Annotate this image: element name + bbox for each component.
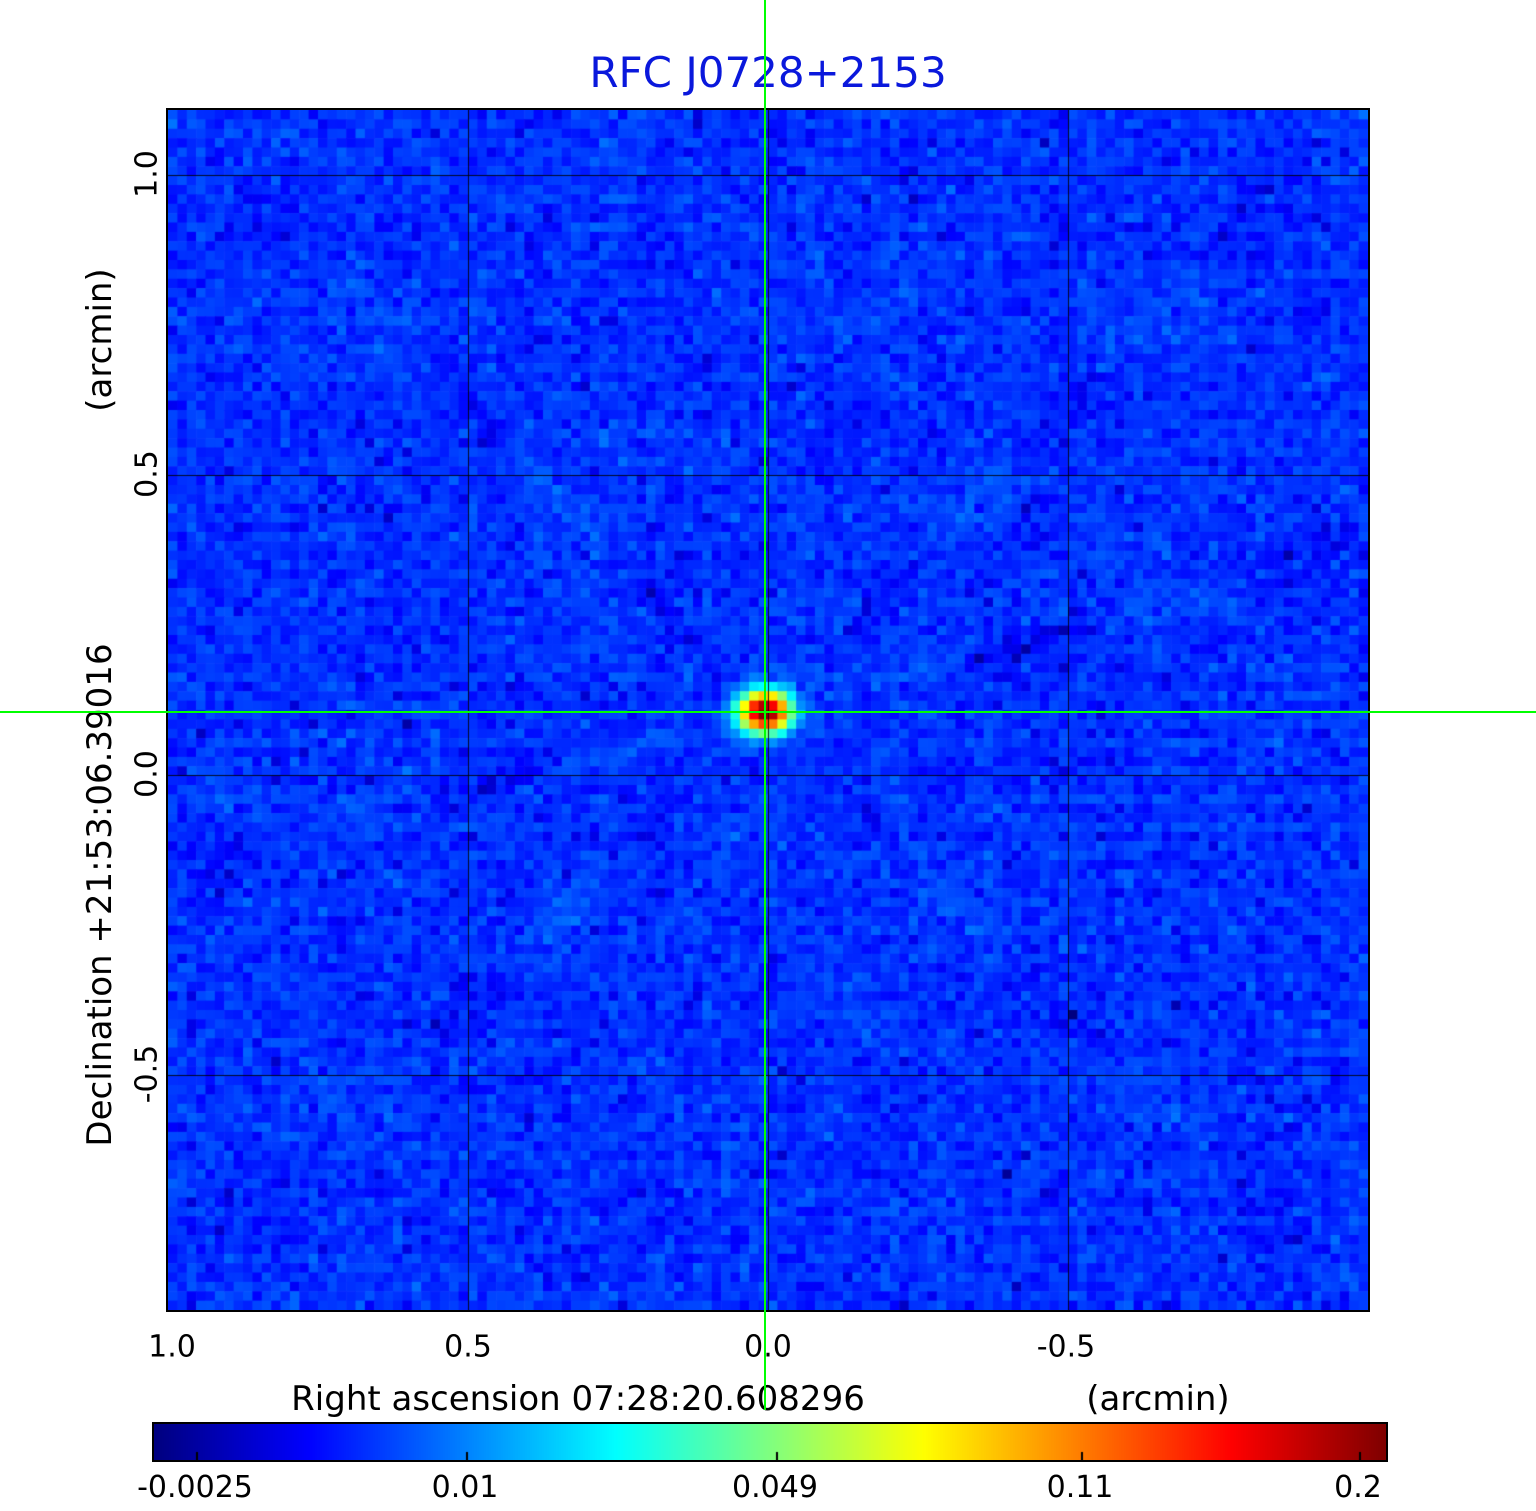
colorbar-tick-2: 0.049 bbox=[732, 1470, 818, 1505]
x-axis-unit-label: (arcmin) bbox=[1086, 1379, 1230, 1419]
colorbar-tick-0: -0.0025 bbox=[137, 1470, 253, 1505]
x-tick-2: 0.0 bbox=[744, 1329, 792, 1365]
y-tick-0: 1.0 bbox=[129, 150, 165, 198]
plot-title: RFC J0728+2153 bbox=[589, 48, 947, 97]
crosshair-horizontal bbox=[0, 711, 1536, 713]
y-tick-3: -0.5 bbox=[129, 1044, 165, 1104]
y-axis-label: Declination +21:53:06.39016 bbox=[80, 643, 120, 1147]
x-tick-0: 1.0 bbox=[148, 1329, 196, 1365]
y-axis-unit-label: (arcmin) bbox=[80, 268, 120, 412]
x-tick-1: 0.5 bbox=[444, 1329, 492, 1365]
colorbar-canvas bbox=[154, 1424, 1386, 1460]
colorbar-tick-4: 0.2 bbox=[1334, 1470, 1382, 1505]
y-tick-2: 0.0 bbox=[129, 750, 165, 798]
colorbar-tick-3: 0.11 bbox=[1046, 1470, 1114, 1505]
crosshair-vertical bbox=[764, 0, 766, 1410]
y-tick-1: 0.5 bbox=[129, 450, 165, 498]
sky-map-canvas bbox=[168, 110, 1368, 1310]
colorbar bbox=[152, 1422, 1388, 1462]
sky-map bbox=[166, 108, 1370, 1312]
x-axis-label: Right ascension 07:28:20.608296 bbox=[291, 1379, 865, 1419]
colorbar-tick-1: 0.01 bbox=[431, 1470, 499, 1505]
x-tick-3: -0.5 bbox=[1036, 1329, 1096, 1365]
